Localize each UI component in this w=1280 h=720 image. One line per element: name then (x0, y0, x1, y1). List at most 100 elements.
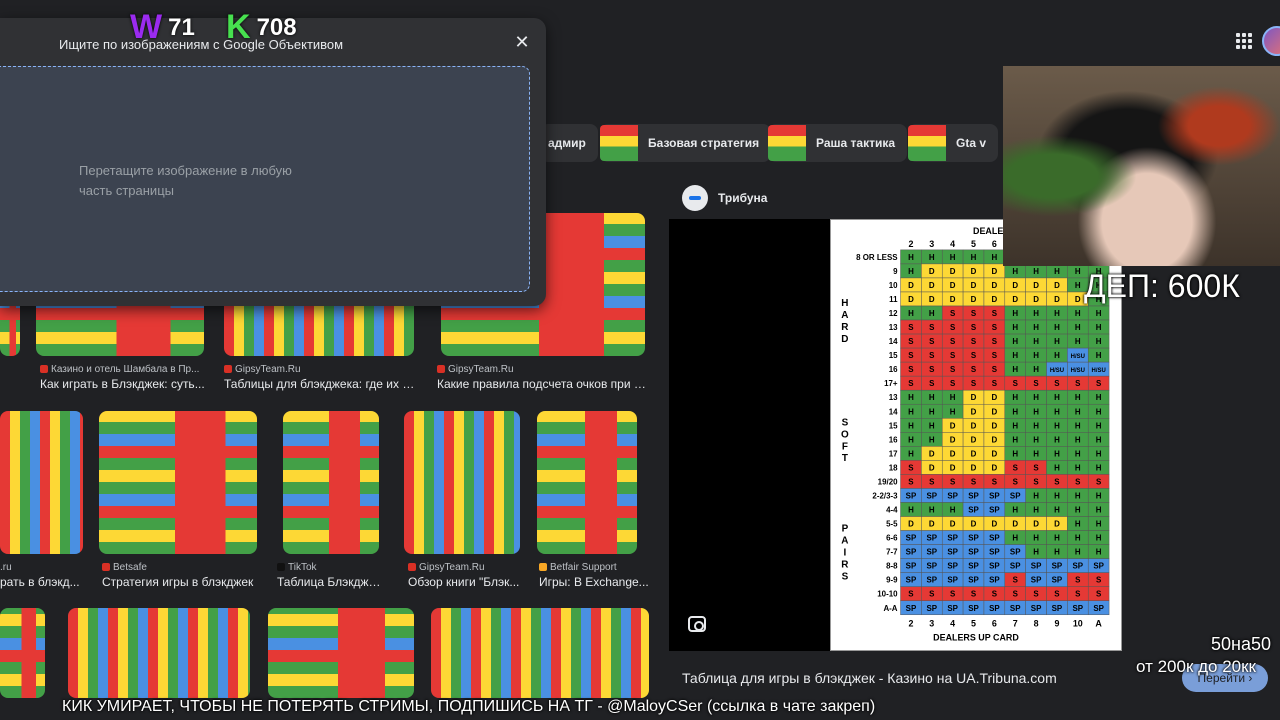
strategy-cell-label: H (1033, 534, 1039, 543)
strategy-cell-label: H (1054, 449, 1060, 458)
visit-button[interactable]: Перейти › (1182, 664, 1268, 692)
strategy-cell-label: S (992, 379, 997, 388)
strategy-cell-label: S (908, 323, 913, 332)
result-image[interactable] (0, 411, 83, 554)
strategy-cell-label: H (992, 253, 998, 262)
strategy-cell-label: H (908, 309, 914, 318)
strategy-cell-label: SP (927, 604, 938, 613)
strategy-cell-label: D (908, 520, 914, 529)
result-image[interactable] (283, 411, 379, 554)
result-image[interactable] (0, 292, 20, 356)
strategy-cell-label: D (992, 407, 998, 416)
lens-search-icon[interactable] (688, 616, 706, 632)
strategy-cell-label: SP (1031, 562, 1042, 571)
result-image[interactable] (404, 411, 520, 554)
result-source[interactable]: TikTok (277, 562, 317, 573)
chip-label: адмир (548, 136, 586, 150)
result-source[interactable]: .ru (0, 562, 12, 573)
strategy-cell (1087, 600, 1110, 616)
strategy-cell-label: H (1075, 449, 1081, 458)
result-title[interactable]: Какие правила подсчета очков при иг... (437, 377, 649, 391)
result-image[interactable] (68, 608, 250, 698)
hand-label: 11 (889, 295, 898, 304)
strategy-cell-label: SP (1010, 604, 1021, 613)
result-image[interactable] (0, 608, 45, 698)
strategy-cell-label: S (908, 463, 913, 472)
result-source[interactable]: Betsafe (102, 562, 147, 573)
strategy-cell-label: S (929, 590, 934, 599)
strategy-cell-label: H (1096, 506, 1102, 515)
strategy-cell-label: SP (989, 562, 1000, 571)
dealer-card-label: 4 (950, 619, 955, 629)
close-icon[interactable]: ✕ (514, 32, 530, 52)
strategy-cell-label: H (1096, 337, 1102, 346)
chip-related-2[interactable]: Базовая стратегия (600, 124, 772, 162)
image-dropzone[interactable]: Перетащите изображение в любую часть стр… (0, 66, 530, 292)
result-source[interactable]: Betfair Support (539, 562, 617, 573)
hand-label: 10-10 (877, 590, 898, 599)
strategy-cell-label: S (1013, 576, 1018, 585)
result-title[interactable]: Стратегия игры в блэкджек (102, 575, 254, 589)
strategy-cell-label: S (1033, 463, 1038, 472)
strategy-cell-label: D (1033, 281, 1039, 290)
strategy-cell-label: H (1054, 393, 1060, 402)
result-source[interactable]: GipsyTeam.Ru (408, 562, 485, 573)
apps-grid-icon[interactable] (1236, 33, 1252, 49)
result-title[interactable]: Таблицы для блэкджека: где их н... (224, 377, 416, 391)
strategy-cell-label: H (1033, 309, 1039, 318)
preview-source-name[interactable]: Трибуна (718, 191, 768, 205)
chip-label: Базовая стратегия (648, 136, 760, 150)
strategy-cell-label: H (1033, 267, 1039, 276)
hand-label: 16 (889, 435, 898, 444)
strategy-cell-label: S (950, 590, 955, 599)
result-title[interactable]: рать в блэкд... (0, 575, 80, 589)
strategy-cell-label: D (971, 449, 977, 458)
result-source[interactable]: GipsyTeam.Ru (224, 364, 301, 375)
strategy-cell-label: D (1012, 295, 1018, 304)
strategy-cell-label: H (929, 253, 935, 262)
strategy-cell-label: S (950, 477, 955, 486)
group-label-letter: O (841, 429, 849, 440)
strategy-cell-label: H (1033, 337, 1039, 346)
result-image[interactable] (99, 411, 257, 554)
strategy-cell-label: SP (1031, 604, 1042, 613)
strategy-cell-label: D (950, 435, 956, 444)
chip-related-1[interactable]: адмир (540, 124, 598, 162)
strategy-cell-label: S (992, 323, 997, 332)
strategy-cell-label: SP (947, 491, 958, 500)
strategy-cell-label: H (1033, 323, 1039, 332)
strategy-cell-label: H/SU (1050, 368, 1064, 374)
result-source[interactable]: Казино и отель Шамбала в Пр... (40, 364, 199, 375)
chip-related-3[interactable]: Раша тактика (768, 124, 908, 162)
blackjack-strategy-chart[interactable]: DEALERS UP CARD2345678910A8 OR LESSHHHHH… (830, 219, 1122, 651)
strategy-cell-label: H (908, 449, 914, 458)
result-source[interactable]: GipsyTeam.Ru (437, 364, 514, 375)
strategy-cell-label: D (971, 520, 977, 529)
result-image[interactable] (431, 608, 649, 698)
strategy-cell-label: H (1033, 491, 1039, 500)
strategy-cell-label: SP (968, 491, 979, 500)
hand-label: 12 (889, 309, 898, 318)
result-title[interactable]: Игры: В Exchange... (539, 575, 649, 589)
strategy-cell-label: D (971, 267, 977, 276)
strategy-cell-label: H (1075, 267, 1081, 276)
result-title[interactable]: Обзор книги "Блэк... (408, 575, 520, 589)
strategy-cell-label: H (1054, 491, 1060, 500)
result-title[interactable]: Таблица Блэкдже... (277, 575, 383, 589)
strategy-cell-label: H (1075, 548, 1081, 557)
group-label-letter: A (841, 310, 848, 321)
account-avatar[interactable] (1262, 26, 1280, 56)
result-image[interactable] (268, 608, 414, 698)
result-title[interactable]: Как играть в Блэкджек: суть... (40, 377, 205, 391)
strategy-cell-label: H (1012, 421, 1018, 430)
strategy-cell-label: D (971, 393, 977, 402)
strategy-cell-label: H (908, 253, 914, 262)
strategy-cell-label: H (1012, 449, 1018, 458)
site-favicon-icon (277, 563, 285, 572)
chip-related-4[interactable]: Gta v (908, 124, 999, 162)
preview-title[interactable]: Таблица для игры в блэкджек - Казино на … (682, 670, 1057, 686)
strategy-cell-label: SP (927, 491, 938, 500)
strategy-cell-label: SP (906, 562, 917, 571)
hand-label: 18 (889, 463, 898, 472)
result-image[interactable] (537, 411, 637, 554)
